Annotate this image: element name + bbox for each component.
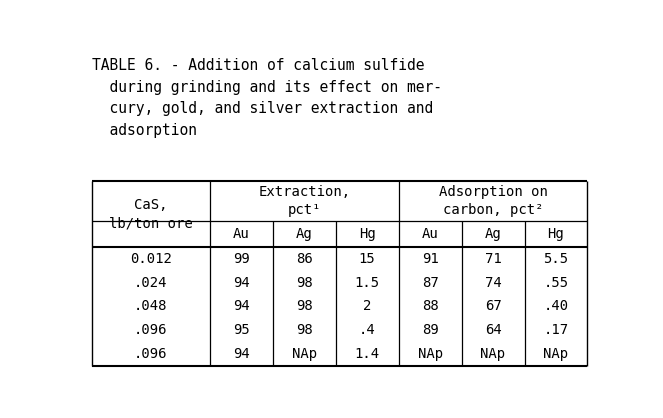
- Text: 74: 74: [485, 276, 501, 290]
- Text: Au: Au: [233, 227, 250, 241]
- Text: .048: .048: [134, 299, 168, 314]
- Text: Au: Au: [422, 227, 438, 241]
- Text: 71: 71: [485, 252, 501, 266]
- Text: 95: 95: [233, 323, 250, 337]
- Text: 5.5: 5.5: [544, 252, 569, 266]
- Text: 98: 98: [296, 323, 312, 337]
- Text: .17: .17: [544, 323, 569, 337]
- Text: CaS,
lb/ton ore: CaS, lb/ton ore: [109, 198, 193, 230]
- Text: 99: 99: [233, 252, 250, 266]
- Text: Hg: Hg: [548, 227, 564, 241]
- Text: NAp: NAp: [418, 347, 443, 361]
- Text: .40: .40: [544, 299, 569, 314]
- Text: 91: 91: [422, 252, 438, 266]
- Text: 67: 67: [485, 299, 501, 314]
- Text: .096: .096: [134, 323, 168, 337]
- Text: 87: 87: [422, 276, 438, 290]
- Text: .024: .024: [134, 276, 168, 290]
- Text: Adsorption on
carbon, pct²: Adsorption on carbon, pct²: [439, 185, 548, 217]
- Text: 98: 98: [296, 299, 312, 314]
- Text: 64: 64: [485, 323, 501, 337]
- Text: TABLE 6. - Addition of calcium sulfide
  during grinding and its effect on mer-
: TABLE 6. - Addition of calcium sulfide d…: [92, 58, 442, 138]
- Text: .096: .096: [134, 347, 168, 361]
- Text: 15: 15: [359, 252, 375, 266]
- Text: Extraction,
pct¹: Extraction, pct¹: [258, 185, 350, 217]
- Text: Hg: Hg: [359, 227, 375, 241]
- Text: 98: 98: [296, 276, 312, 290]
- Text: 89: 89: [422, 323, 438, 337]
- Text: 88: 88: [422, 299, 438, 314]
- Text: 94: 94: [233, 299, 250, 314]
- Text: Ag: Ag: [485, 227, 501, 241]
- Text: .55: .55: [544, 276, 569, 290]
- Text: .4: .4: [359, 323, 375, 337]
- Text: NAp: NAp: [481, 347, 506, 361]
- Text: 94: 94: [233, 347, 250, 361]
- Text: 1.4: 1.4: [355, 347, 380, 361]
- Text: 1.5: 1.5: [355, 276, 380, 290]
- Text: NAp: NAp: [544, 347, 569, 361]
- Text: Ag: Ag: [296, 227, 312, 241]
- Text: 2: 2: [363, 299, 371, 314]
- Text: NAp: NAp: [292, 347, 317, 361]
- Text: 94: 94: [233, 276, 250, 290]
- Text: 86: 86: [296, 252, 312, 266]
- Text: 0.012: 0.012: [130, 252, 172, 266]
